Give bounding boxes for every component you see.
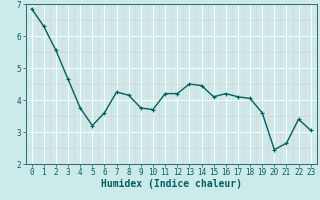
X-axis label: Humidex (Indice chaleur): Humidex (Indice chaleur) (101, 179, 242, 189)
